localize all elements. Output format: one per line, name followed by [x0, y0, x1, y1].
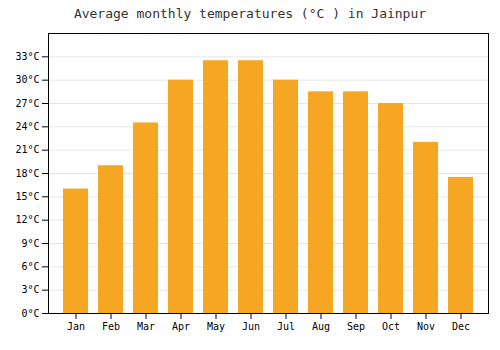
- svg-text:Mar: Mar: [137, 321, 155, 332]
- svg-text:Jul: Jul: [277, 321, 295, 332]
- svg-text:Sep: Sep: [347, 321, 365, 332]
- svg-text:0°C: 0°C: [21, 308, 39, 319]
- svg-text:Oct: Oct: [382, 321, 400, 332]
- svg-text:May: May: [207, 321, 225, 332]
- svg-text:Feb: Feb: [102, 321, 120, 332]
- svg-text:9°C: 9°C: [21, 238, 39, 249]
- svg-text:21°C: 21°C: [15, 144, 39, 155]
- svg-text:12°C: 12°C: [15, 214, 39, 225]
- svg-text:Apr: Apr: [172, 321, 190, 332]
- svg-text:Dec: Dec: [452, 321, 470, 332]
- svg-text:Nov: Nov: [417, 321, 435, 332]
- svg-text:6°C: 6°C: [21, 261, 39, 272]
- svg-text:18°C: 18°C: [15, 168, 39, 179]
- svg-text:3°C: 3°C: [21, 284, 39, 295]
- svg-text:Jun: Jun: [242, 321, 260, 332]
- svg-text:30°C: 30°C: [15, 74, 39, 85]
- svg-text:Jan: Jan: [67, 321, 85, 332]
- svg-text:24°C: 24°C: [15, 121, 39, 132]
- svg-text:Aug: Aug: [312, 321, 330, 332]
- html-text:Average monthly temperatures (: Average monthly temperatures (°C ) in Ja…: [73, 6, 427, 21]
- svg-text:15°C: 15°C: [15, 191, 39, 202]
- svg-text:33°C: 33°C: [15, 51, 39, 62]
- svg-text:27°C: 27°C: [15, 98, 39, 109]
